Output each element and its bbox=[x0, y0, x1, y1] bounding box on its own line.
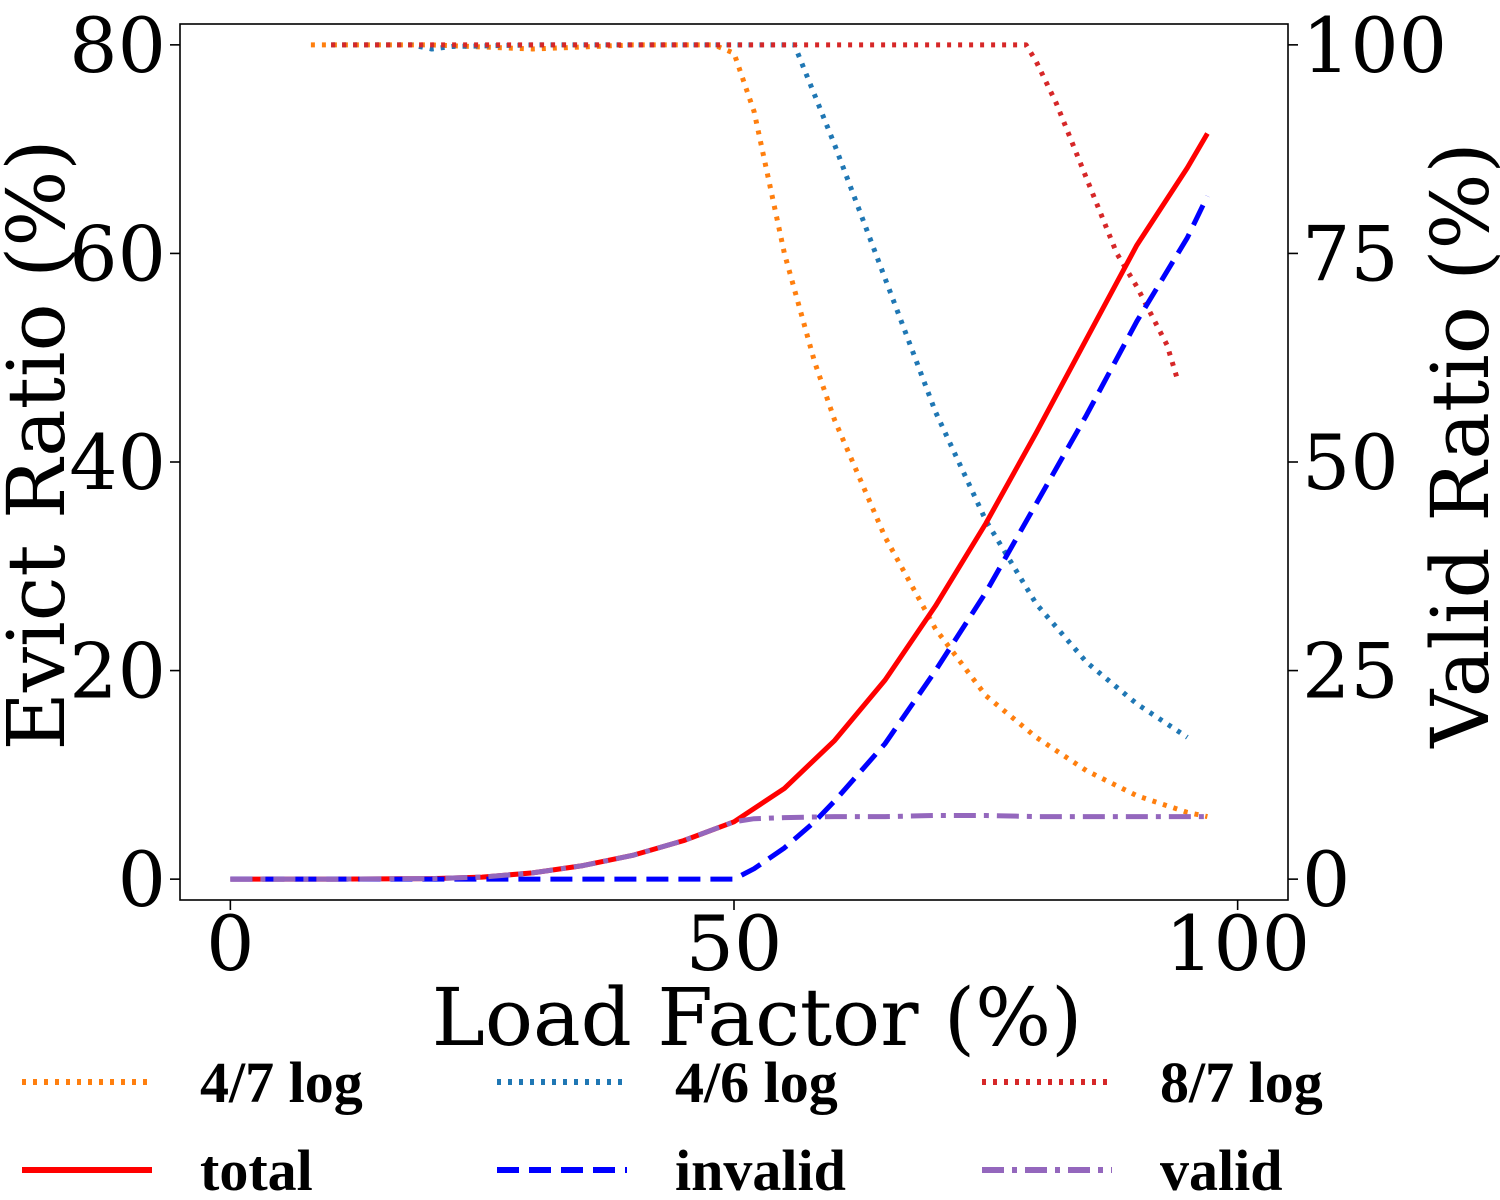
y-axis-right-title: Valid Ratio (%) bbox=[1414, 142, 1500, 748]
legend-item-4-6-log: 4/6 log bbox=[497, 1050, 838, 1115]
x-axis-title: Load Factor (%) bbox=[432, 971, 1083, 1064]
legend-label: invalid bbox=[675, 1138, 846, 1200]
x-tick-label: 0 bbox=[206, 899, 254, 988]
legend-label: 8/7 log bbox=[1160, 1050, 1323, 1115]
legend-item-total: total bbox=[22, 1138, 313, 1200]
legend-item-4-7-log: 4/7 log bbox=[22, 1050, 363, 1115]
series-layer bbox=[230, 42, 1210, 882]
legend-label: valid bbox=[1160, 1138, 1283, 1200]
x-tick-label: 100 bbox=[1165, 899, 1310, 988]
plot-frame bbox=[179, 23, 1289, 901]
y-left-tick-label: 20 bbox=[69, 627, 166, 716]
series-line-8-7-log bbox=[331, 42, 1180, 380]
series-line-total bbox=[230, 132, 1210, 882]
legend-label: 4/6 log bbox=[675, 1050, 838, 1115]
y-right-tick-label: 50 bbox=[1302, 418, 1399, 507]
y-left-tick-label: 80 bbox=[69, 1, 166, 90]
legend-label: total bbox=[200, 1138, 313, 1200]
y-right-tick-label: 0 bbox=[1302, 835, 1350, 924]
legend-item-8-7-log: 8/7 log bbox=[982, 1050, 1323, 1115]
y-right-tick-label: 75 bbox=[1302, 209, 1399, 298]
legend-item-valid: valid bbox=[982, 1138, 1283, 1200]
legend: 4/7 log 4/6 log 8/7 log total invalid valid bbox=[22, 1050, 1323, 1200]
y-right-tick-label: 100 bbox=[1302, 1, 1447, 90]
legend-item-invalid: invalid bbox=[497, 1138, 846, 1200]
series-line-valid bbox=[230, 813, 1208, 882]
y-axis-left-title: Evict Ratio (%) bbox=[0, 139, 83, 750]
y-left-tick-label: 60 bbox=[69, 209, 166, 298]
series-line-invalid bbox=[230, 195, 1210, 882]
x-tick-label: 50 bbox=[686, 899, 783, 988]
series-line-4-6-log bbox=[331, 42, 1189, 740]
series-line-4-7-log bbox=[310, 42, 1208, 820]
y-right-tick-label: 25 bbox=[1302, 627, 1399, 716]
y-left-tick-label: 40 bbox=[69, 418, 166, 507]
y-left-tick-label: 0 bbox=[118, 835, 166, 924]
legend-label: 4/7 log bbox=[200, 1050, 363, 1115]
